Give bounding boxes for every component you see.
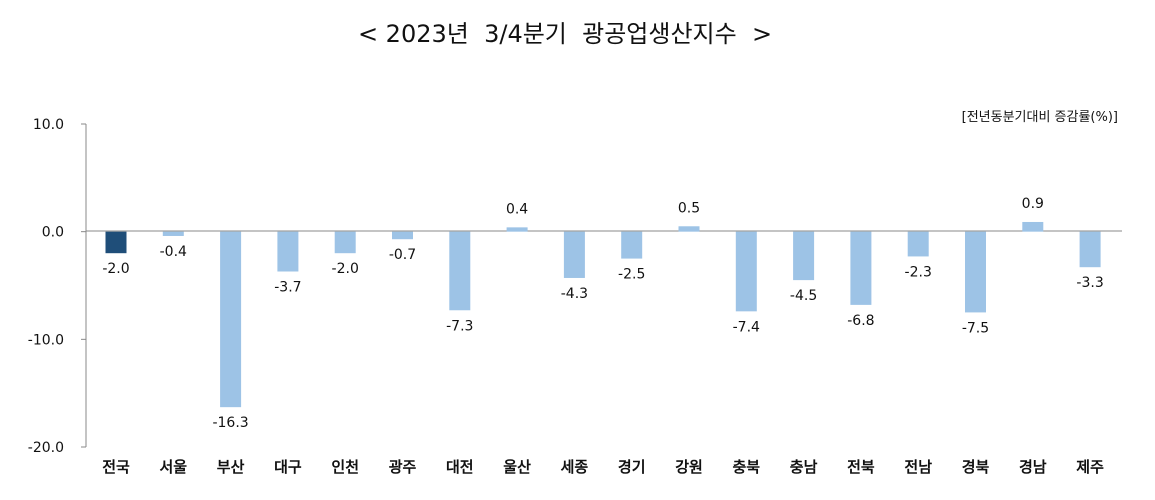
bar (277, 231, 299, 272)
category-label: 전북 (847, 458, 875, 476)
category-label: 서울 (159, 458, 187, 476)
data-label: -2.3 (905, 264, 932, 280)
data-label: -6.8 (847, 313, 874, 329)
y-tick-label: -10.0 (28, 332, 64, 348)
bar (850, 231, 872, 305)
bar (1022, 221, 1044, 232)
category-label: 충북 (732, 458, 760, 476)
y-ticks: 10.0 0.0 -10.0 -20.0 (28, 117, 86, 456)
data-label: -0.7 (389, 247, 416, 263)
bar (162, 231, 184, 236)
data-label: -16.3 (212, 415, 248, 431)
bar (735, 231, 757, 312)
category-label: 세종 (561, 458, 589, 476)
category-label: 경남 (1019, 458, 1047, 476)
category-label: 부산 (217, 458, 245, 476)
data-label: -2.0 (102, 261, 129, 277)
y-tick-label: 10.0 (33, 117, 64, 133)
category-label: 경북 (962, 458, 990, 476)
y-tick-label: 0.0 (42, 225, 64, 241)
data-label: 0.5 (678, 200, 700, 216)
data-label: -2.5 (618, 267, 645, 283)
bar (506, 227, 528, 232)
category-label: 전국 (102, 458, 130, 476)
unit-label: [전년동분기대비 증감률(%)] (962, 110, 1118, 125)
bar (907, 231, 929, 257)
category-label: 제주 (1076, 458, 1104, 476)
bar (678, 226, 700, 232)
category-label: 대전 (446, 458, 474, 476)
category-label: 강원 (675, 458, 703, 476)
category-label: 대구 (274, 458, 302, 476)
bars (105, 221, 1101, 408)
bar (334, 231, 356, 254)
value-labels: -2.0 -0.4 -16.3 -3.7 -2.0 -0.7 -7.3 0.4 -4.3 -2.5… (102, 196, 1103, 431)
data-label: 0.4 (506, 201, 528, 217)
data-label: -4.5 (790, 288, 817, 304)
category-label: 경기 (618, 458, 646, 476)
bar (793, 231, 815, 281)
data-label: -4.3 (561, 286, 588, 302)
data-label: -0.4 (160, 244, 187, 260)
bar (392, 231, 413, 240)
bar (449, 231, 471, 311)
bar (220, 231, 242, 408)
category-label: 충남 (790, 458, 818, 476)
bar (105, 231, 127, 254)
data-label: -3.7 (274, 280, 301, 296)
bar (1079, 231, 1101, 268)
chart-title: < 2023년 3/4분기 광공업생산지수 > (357, 20, 773, 48)
category-label: 인천 (331, 458, 359, 476)
category-labels: 전국 서울 부산 대구 인천 광주 대전 울산 세종 경기 강원 충북 충남 전북 전남 경북 경남 제주 (102, 458, 1104, 476)
data-label: -2.0 (332, 261, 359, 277)
bar (563, 231, 585, 278)
category-label: 광주 (389, 458, 417, 476)
category-label: 전남 (904, 458, 932, 476)
y-tick-label: -20.0 (28, 440, 64, 456)
data-label: -3.3 (1076, 275, 1103, 291)
data-label: 0.9 (1022, 196, 1044, 212)
data-label: -7.4 (733, 319, 760, 335)
data-label: -7.5 (962, 320, 989, 336)
bar (965, 231, 986, 313)
category-label: 울산 (503, 458, 531, 476)
bar (621, 231, 643, 259)
data-label: -7.3 (446, 318, 473, 334)
